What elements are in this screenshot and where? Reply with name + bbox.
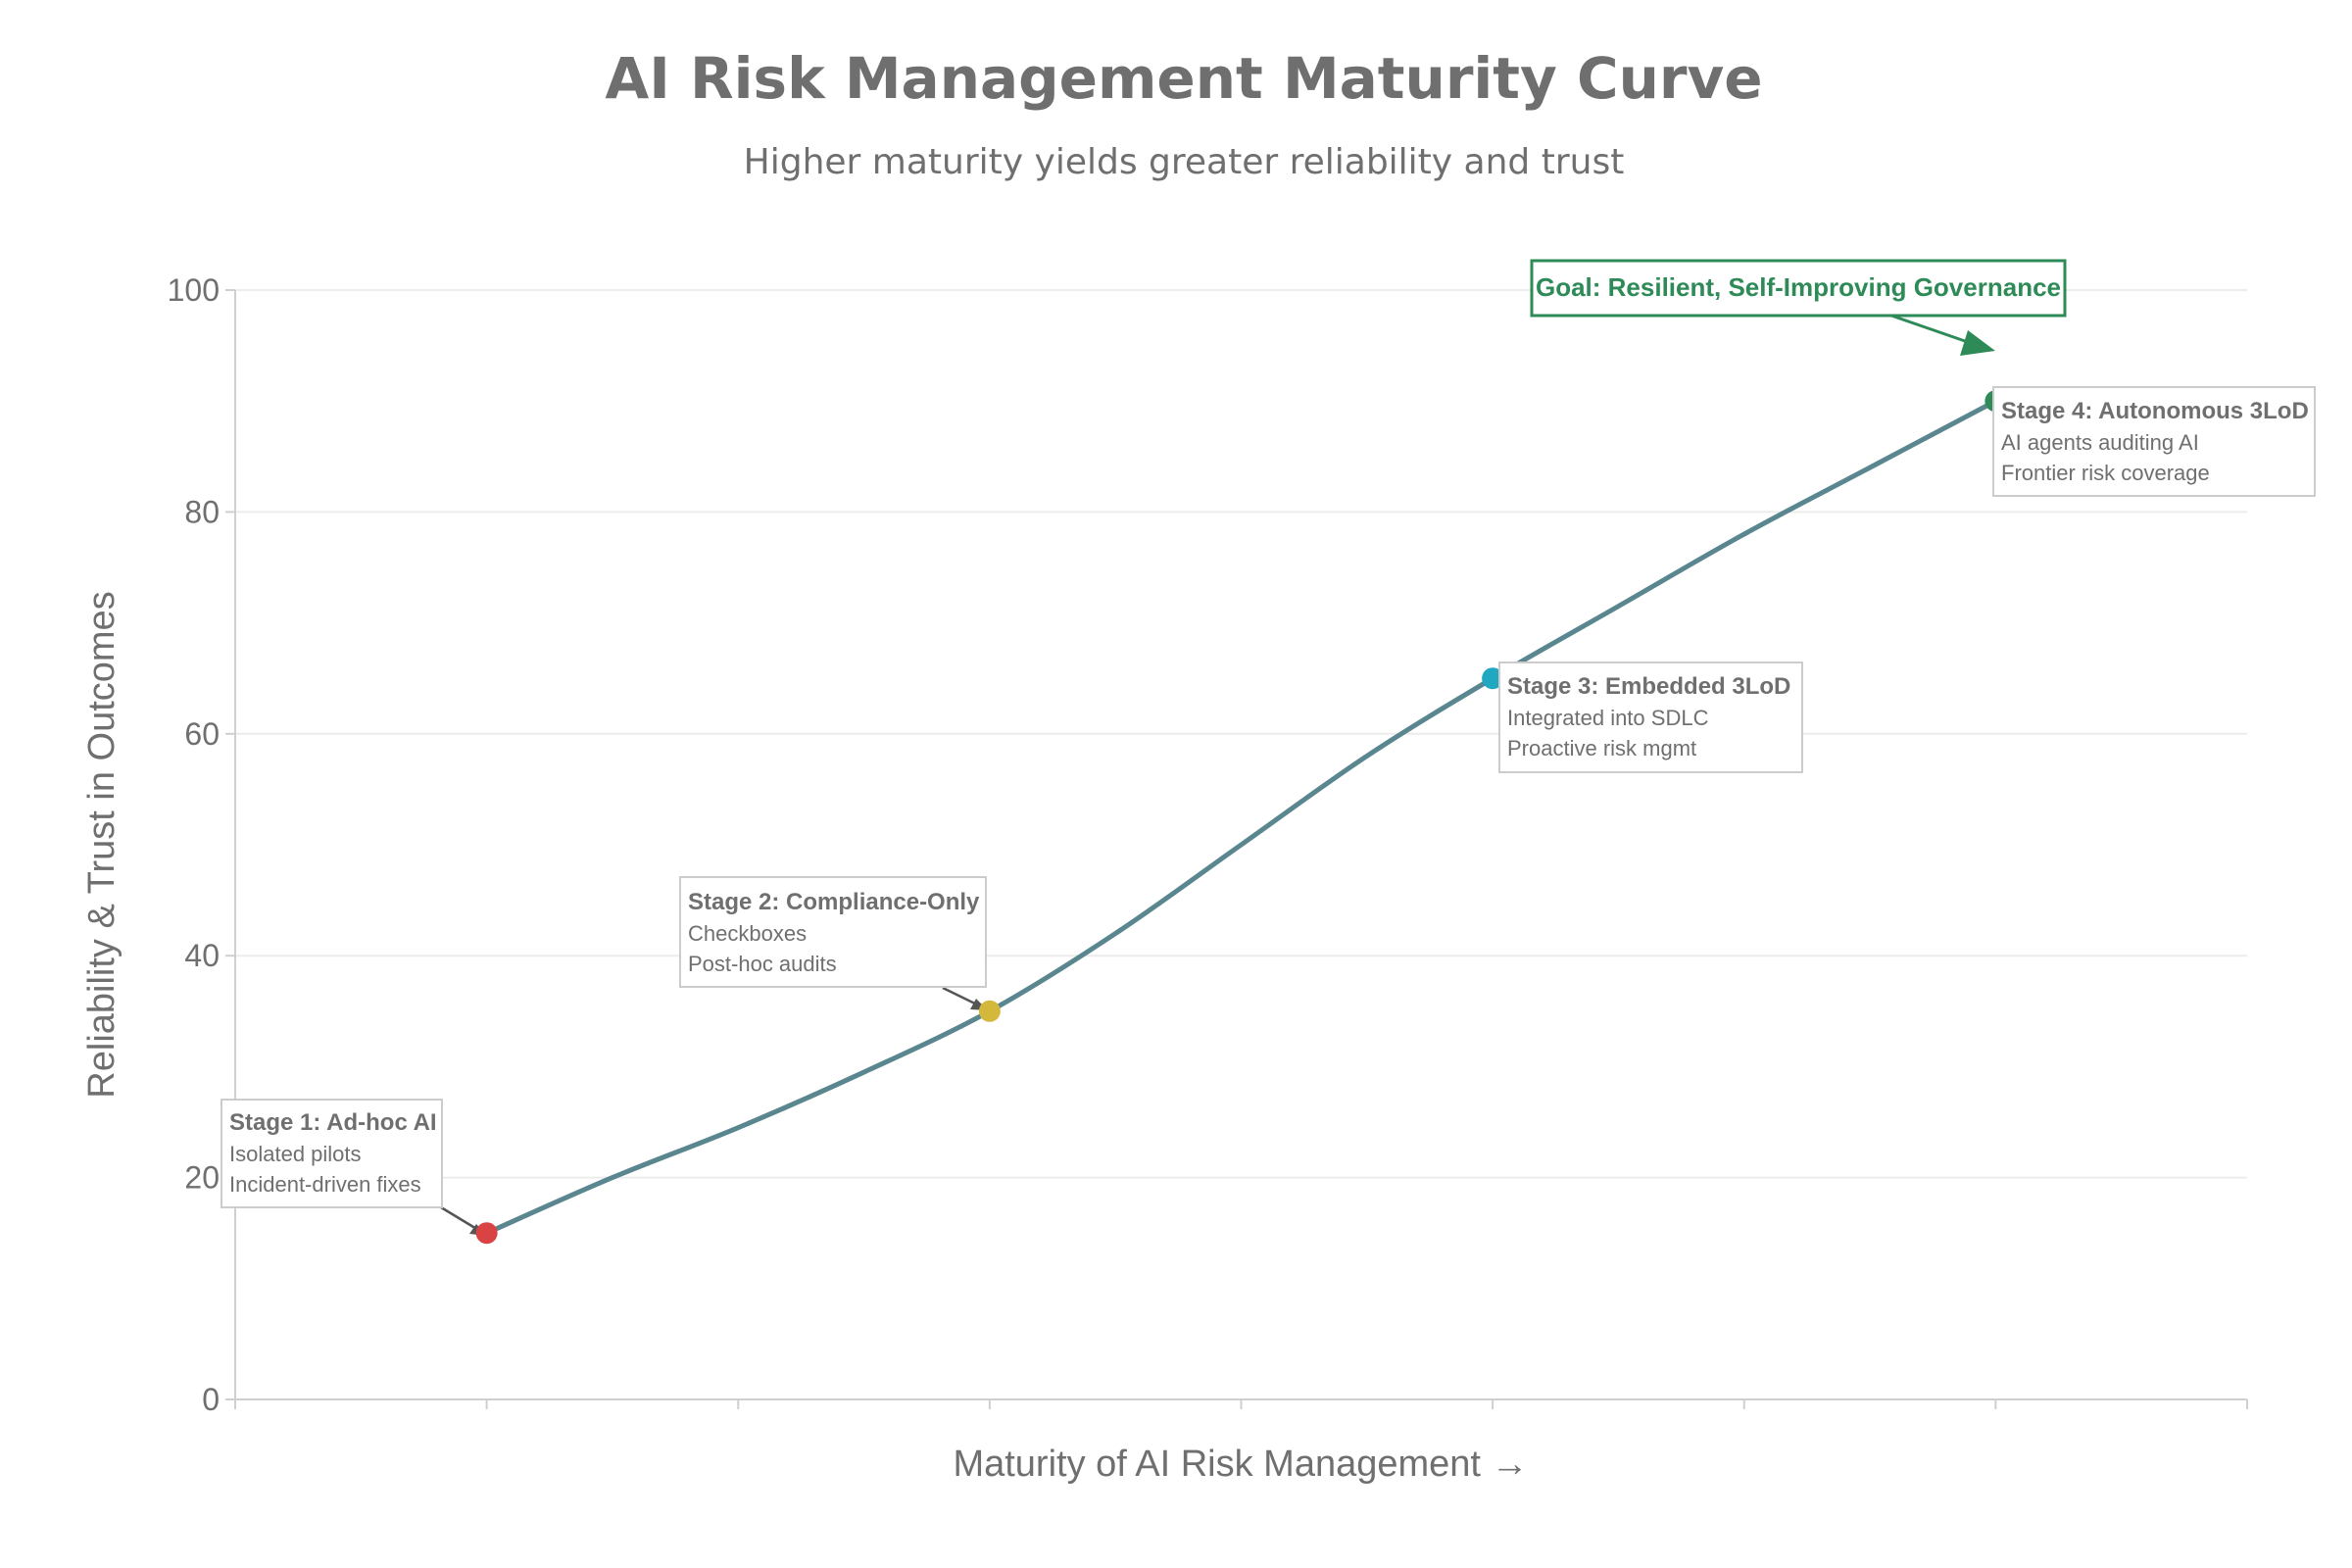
stage-1-line-2: Incident-driven fixes (229, 1172, 421, 1197)
goal-arrow (1890, 314, 1966, 343)
annotation-arrows (440, 314, 1995, 1236)
y-tick-label: 40 (184, 938, 220, 973)
stage-2-line-2: Post-hoc audits (688, 952, 837, 976)
chart-title: AI Risk Management Maturity Curve (605, 45, 1762, 112)
stage-1-line-1: Isolated pilots (229, 1142, 362, 1166)
stage-1-annotation: Stage 1: Ad-hoc AI Isolated pilots Incid… (220, 1099, 443, 1208)
y-tick-label: 80 (184, 494, 220, 529)
stage-4-annotation: Stage 4: Autonomous 3LoD AI agents audit… (1992, 386, 2316, 497)
series-line (484, 398, 1998, 1236)
goal-box (1530, 259, 2067, 318)
stage-3-annotation: Stage 3: Embedded 3LoD Integrated into S… (1498, 662, 1803, 773)
stage-3-line-2: Proactive risk mgmt (1507, 736, 1696, 760)
goal-text: Goal: Resilient, Self-Improving Governan… (1536, 272, 2061, 302)
stage-3-box (1498, 662, 1803, 773)
stage-4-title: Stage 4: Autonomous 3LoD (2001, 398, 2309, 424)
y-tick-label: 20 (184, 1160, 220, 1196)
axis-ticks: 0 20 40 60 80 100 (168, 272, 2248, 1417)
stage-1-title: Stage 1: Ad-hoc AI (229, 1109, 437, 1136)
y-axis-title: Reliability & Trust in Outcomes (81, 591, 122, 1098)
stage-4-box (1992, 386, 2316, 497)
y-tick-label: 0 (202, 1382, 220, 1417)
chart-subtitle: Higher maturity yields greater reliabili… (744, 142, 1625, 182)
stage-2-point (978, 1000, 1001, 1022)
y-tick-label: 60 (184, 716, 220, 752)
x-axis-title: Maturity of AI Risk Management → (953, 1444, 1528, 1485)
stage-3-point (1482, 667, 1504, 690)
stage-3-line-1: Integrated into SDLC (1507, 706, 1709, 730)
stage-2-title: Stage 2: Compliance-Only (688, 889, 980, 915)
goal-arrowhead (1960, 330, 1995, 356)
stage-4-line-1: AI agents auditing AI (2001, 430, 2199, 455)
stage-1-point (475, 1222, 498, 1245)
stage-2-annotation: Stage 2: Compliance-Only Checkboxes Post… (679, 876, 987, 988)
stage-2-line-1: Checkboxes (688, 921, 807, 946)
stage-2-box (679, 876, 987, 988)
y-tick-label: 100 (168, 272, 220, 308)
goal-annotation: Goal: Resilient, Self-Improving Governan… (1530, 259, 2067, 318)
stage-3-title: Stage 3: Embedded 3LoD (1507, 673, 1790, 700)
stage-1-box (220, 1099, 443, 1208)
gridlines (235, 289, 2247, 1179)
stage-4-line-2: Frontier risk coverage (2001, 461, 2210, 485)
